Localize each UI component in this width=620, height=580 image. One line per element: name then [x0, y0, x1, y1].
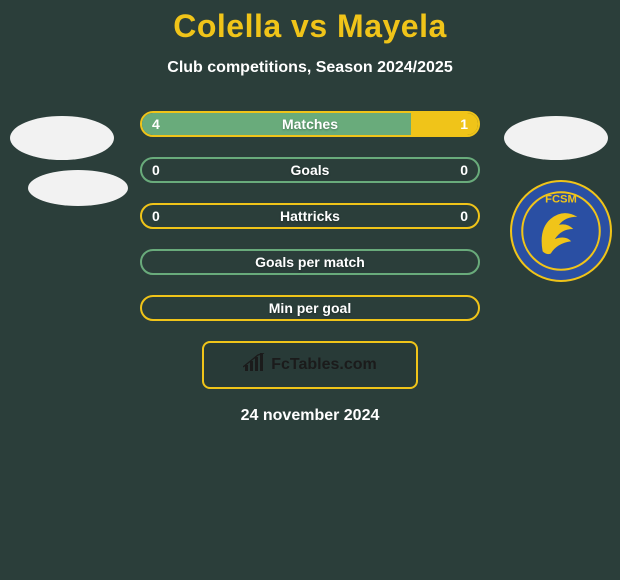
stat-bar-label: Goals per match	[142, 251, 478, 273]
stat-bar-label: Min per goal	[142, 297, 478, 319]
page-title: Colella vs Mayela	[0, 0, 620, 45]
comparison-infographic: Colella vs Mayela Club competitions, Sea…	[0, 0, 620, 580]
left-club-badge	[10, 112, 110, 212]
source-logo: FcTables.com	[202, 341, 418, 389]
stat-bar: Goals per match	[140, 249, 480, 275]
stat-bars: 41Matches 00Goals 00Hattricks Goals per mat…	[140, 111, 480, 321]
source-logo-text: FcTables.com	[271, 356, 377, 374]
crest-text: FCSM	[545, 193, 577, 205]
stat-bar-label: Matches	[142, 113, 478, 135]
stat-bar: Min per goal	[140, 295, 480, 321]
club-crest-icon: FCSM	[510, 180, 612, 282]
placeholder-icon	[28, 170, 128, 206]
date-label: 24 november 2024	[0, 407, 620, 425]
right-club-badge: FCSM	[498, 112, 608, 282]
stat-bar: 00Goals	[140, 157, 480, 183]
stat-bar-label: Goals	[142, 159, 478, 181]
placeholder-icon	[504, 116, 608, 160]
chart-icon	[243, 353, 265, 378]
stat-bar: 41Matches	[140, 111, 480, 137]
page-subtitle: Club competitions, Season 2024/2025	[0, 59, 620, 77]
placeholder-icon	[10, 116, 114, 160]
stat-bar-label: Hattricks	[142, 205, 478, 227]
stat-bar: 00Hattricks	[140, 203, 480, 229]
